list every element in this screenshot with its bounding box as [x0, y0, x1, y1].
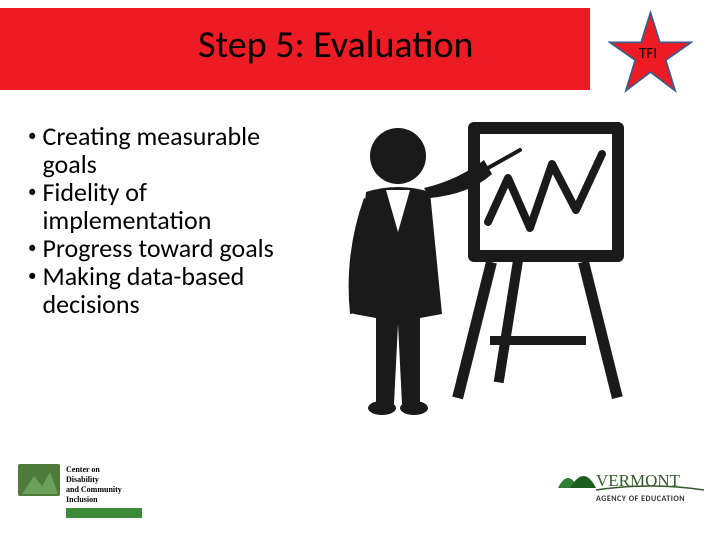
bullet-list: • Creating measurable goals • Fidelity of i… [28, 122, 308, 319]
bullet-item: • Progress toward goals [28, 234, 308, 262]
star-label: TFI [639, 45, 657, 63]
bullet-item: • Fidelity of implementation [28, 178, 308, 234]
svg-text:Inclusion: Inclusion [66, 495, 98, 504]
bullet-dot-icon: • [28, 239, 36, 256]
star-badge: TFI [608, 10, 693, 95]
bullet-dot-icon: • [28, 183, 36, 200]
presenter-graphic [320, 104, 640, 424]
svg-text:and Community: and Community [66, 485, 122, 494]
footer-logo-left: Center on Disability and Community Inclu… [18, 460, 178, 522]
cdci-logo-icon: Center on Disability and Community Inclu… [18, 460, 178, 522]
bullet-dot-icon: • [28, 127, 36, 144]
slide: Step 5: Evaluation TFI • Creating measura… [0, 0, 720, 540]
bullet-text: Progress toward goals [42, 234, 273, 262]
bullet-text: Making data-based decisions [42, 262, 308, 318]
bullet-item: • Creating measurable goals [28, 122, 308, 178]
svg-text:Disability: Disability [66, 475, 99, 484]
footer-logo-right-sub: AGENCY OF EDUCATION [596, 494, 685, 504]
bullet-item: • Making data-based decisions [28, 262, 308, 318]
slide-title: Step 5: Evaluation [198, 22, 473, 68]
svg-text:Center on: Center on [66, 465, 100, 474]
footer-logo-right: VERMONT AGENCY OF EDUCATION [556, 462, 706, 518]
presenter-icon [320, 104, 640, 424]
bullet-dot-icon: • [28, 267, 36, 284]
bullet-text: Fidelity of implementation [42, 178, 308, 234]
bullet-text: Creating measurable goals [42, 122, 308, 178]
